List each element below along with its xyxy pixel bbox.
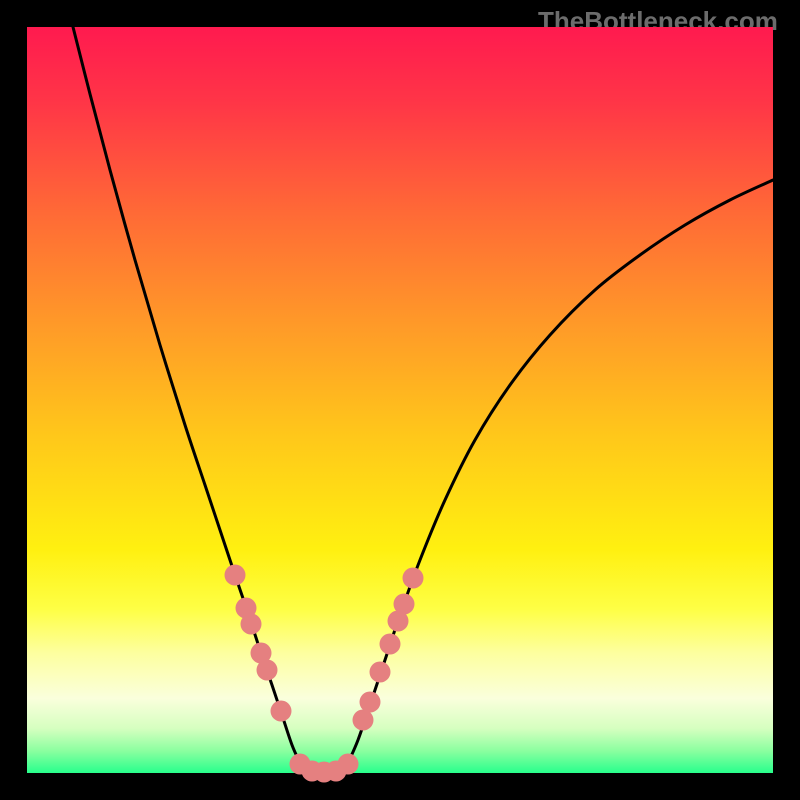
marker-dot [394, 594, 415, 615]
marker-dot [271, 701, 292, 722]
marker-dot [338, 754, 359, 775]
marker-dot [360, 692, 381, 713]
marker-dot [353, 710, 374, 731]
marker-dot [225, 565, 246, 586]
marker-dot [257, 660, 278, 681]
marker-dot [380, 634, 401, 655]
marker-dot [370, 662, 391, 683]
gradient-rect [27, 27, 773, 773]
chart-svg [0, 0, 800, 800]
marker-dot [403, 568, 424, 589]
marker-dot [241, 614, 262, 635]
